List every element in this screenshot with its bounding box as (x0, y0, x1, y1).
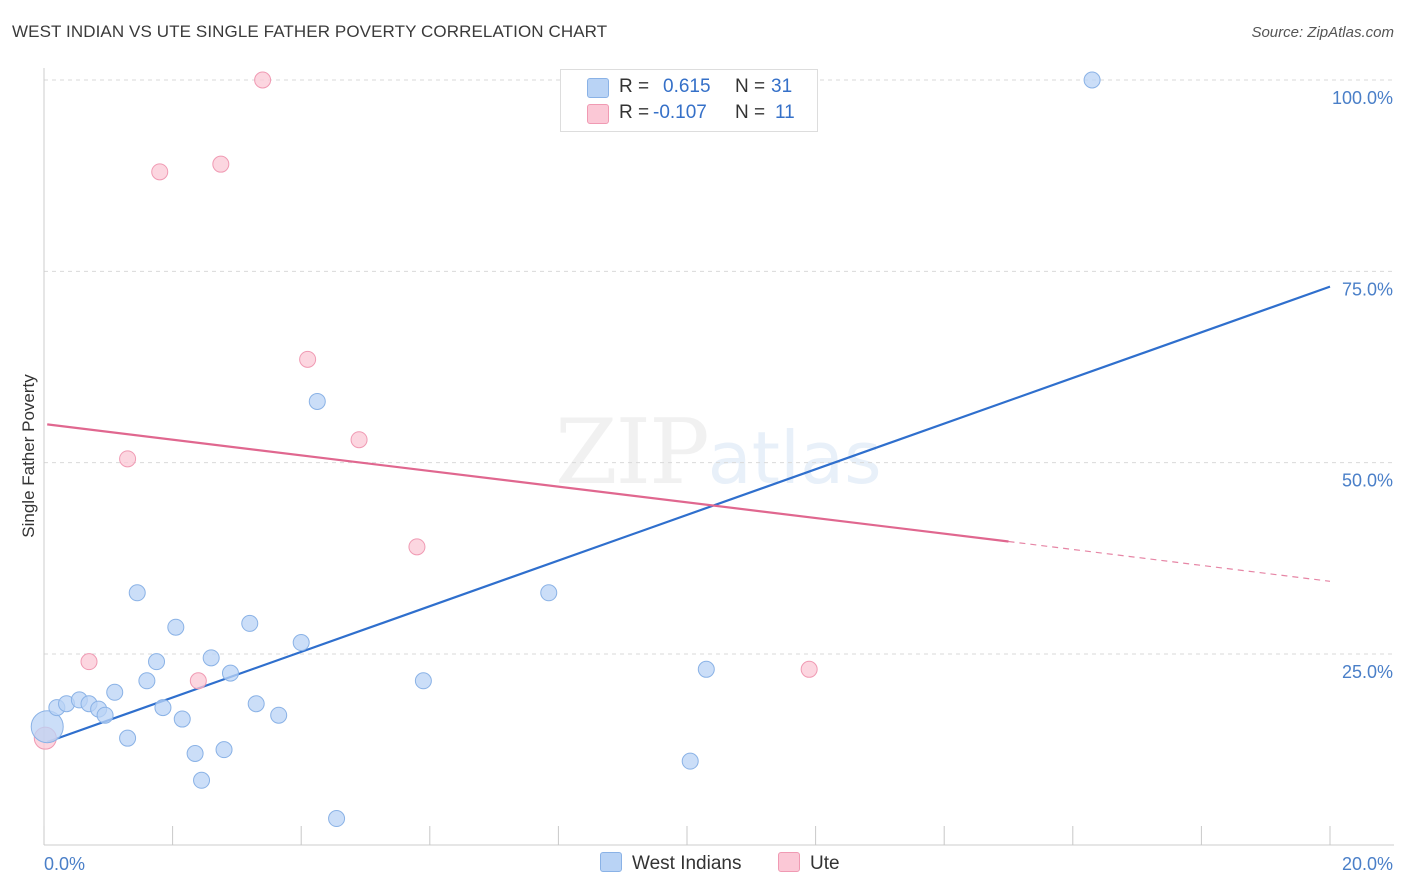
west-indians-point (221, 664, 239, 682)
west-indians-point (106, 683, 124, 701)
west-indians-point (270, 706, 288, 724)
west-indians-legend-icon (600, 852, 622, 872)
ute-point (151, 163, 169, 181)
watermark-atlas: atlas (707, 416, 882, 500)
ute-point (408, 538, 426, 556)
bottom-legend-ute: Ute (778, 852, 840, 875)
ute-trend-line-extension (1008, 540, 1331, 582)
west-indians-point (540, 584, 558, 602)
correlation-legend: R = 0.615 N = 31 R = -0.107 N = 11 (560, 69, 818, 132)
legend-r-value: -0.107 (653, 102, 707, 123)
chart-title: WEST INDIAN VS UTE SINGLE FATHER POVERTY… (12, 22, 608, 41)
legend-n-value: 31 (771, 76, 793, 97)
west-indians-point (202, 649, 220, 667)
west-indians-point (138, 672, 156, 690)
west-indians-point (186, 744, 204, 762)
legend-r-label: R = (619, 102, 650, 123)
west-indians-point (30, 710, 64, 744)
ute-point (80, 653, 98, 671)
y-tick-label: 50.0% (1342, 471, 1393, 491)
axes (43, 68, 1394, 846)
legend-n-value: 11 (775, 102, 795, 123)
west-indians-point (193, 771, 211, 789)
west-indians-point (697, 660, 715, 678)
watermark: ZIPatlas (555, 400, 882, 505)
ute-point (189, 672, 207, 690)
ute-point (800, 660, 818, 678)
west-indians-point (241, 614, 259, 632)
west-indians-point (148, 653, 166, 671)
watermark-zip: ZIP (555, 400, 710, 505)
x-tick-label-min: 0.0% (44, 854, 85, 874)
west-indians-point (328, 810, 346, 828)
west-indians-legend-label: West Indians (632, 853, 742, 874)
bottom-legend-west-indians: West Indians (600, 852, 741, 875)
west-indians-point (308, 392, 326, 410)
trend-lines (46, 285, 1331, 744)
west-indians-point (414, 672, 432, 690)
ute-legend-label: Ute (810, 853, 840, 874)
legend-r-label: R = (619, 76, 650, 97)
gridlines (44, 79, 1394, 655)
west-indians-point (247, 695, 265, 713)
ute-legend-icon (778, 852, 800, 872)
west-indians-trend-line (46, 285, 1331, 744)
ute-point (350, 431, 368, 449)
west-indians-point (681, 752, 699, 770)
data-points (30, 71, 1101, 828)
ute-point (212, 155, 230, 173)
west-indians-point (173, 710, 191, 728)
ute-trend-line (47, 423, 1009, 543)
ute-point (299, 350, 317, 368)
west-indians-point (292, 634, 310, 652)
y-tick-label: 100.0% (1332, 88, 1393, 108)
source-label: Source: ZipAtlas.com (1251, 24, 1394, 41)
west-indians-point (215, 741, 233, 759)
west-indians-point (167, 618, 185, 636)
west-indians-point (96, 706, 114, 724)
y-tick-label: 25.0% (1342, 662, 1393, 682)
ute-swatch-icon (587, 104, 609, 124)
legend-n-label: N = (735, 102, 766, 123)
west-indians-point (128, 584, 146, 602)
legend-r-value: 0.615 (663, 76, 711, 97)
ute-point (254, 71, 272, 89)
tick-labels: 25.0% 50.0% 75.0% 100.0% 0.0% 20.0% Single Fat… (19, 88, 1393, 874)
west-indians-swatch-icon (587, 78, 609, 98)
ute-point (119, 450, 137, 468)
west-indians-point (119, 729, 137, 747)
y-tick-label: 75.0% (1342, 279, 1393, 299)
west-indians-point (1083, 71, 1101, 89)
legend-n-label: N = (735, 76, 766, 97)
west-indians-point (154, 699, 172, 717)
x-tick-label-max: 20.0% (1342, 854, 1393, 874)
y-axis-title: Single Father Poverty (19, 374, 38, 538)
